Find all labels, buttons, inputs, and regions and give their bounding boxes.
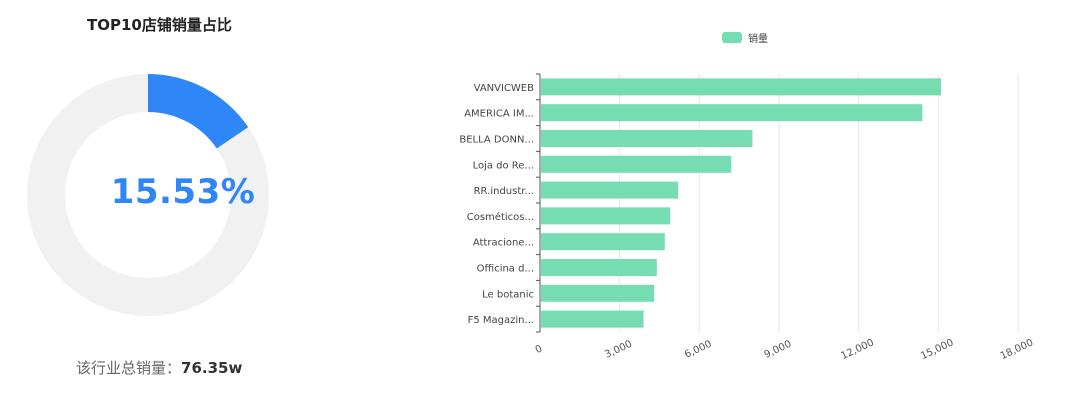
donut-title: TOP10店铺销量占比 (87, 16, 232, 34)
legend-swatch (722, 32, 742, 43)
industry-total-label: 该行业总销量： (76, 359, 182, 377)
sales-bar-chart: 0 3,000 6,000 9,000 12,000 15,000 18,000 VANVIC… (459, 73, 1035, 360)
y-tick-label: RR.industr... (474, 186, 534, 197)
x-tick-label: 9,000 (763, 339, 794, 360)
legend-label: 销量 (748, 34, 768, 45)
donut-chart (27, 74, 269, 316)
bar (541, 78, 941, 96)
y-tick-label: BELLA DONN... (459, 135, 534, 146)
y-tick-label: Attracione... (473, 238, 534, 249)
donut-panel: TOP10店铺销量占比 15.53% 该行业总销量：76.35w (0, 0, 400, 402)
industry-total-sales: 该行业总销量：76.35w (76, 357, 242, 378)
x-tick-label: 15,000 (919, 337, 955, 360)
y-tick-label: F5 Magazin... (468, 315, 534, 326)
y-tick-label: Officina d... (477, 264, 534, 275)
bar (541, 104, 923, 122)
x-tick-label: 6,000 (683, 339, 714, 360)
bar (541, 259, 657, 276)
y-tick-label: AMERICA IM... (464, 109, 534, 120)
industry-total-value: 76.35w (181, 359, 243, 377)
donut-arc (148, 74, 249, 149)
bar (541, 310, 644, 328)
x-tick-label: 3,000 (603, 339, 634, 360)
bar (541, 233, 665, 251)
x-tick-label: 12,000 (839, 337, 875, 360)
y-tick-label: Loja do Re... (473, 160, 534, 171)
y-tick-label: VANVICWEB (474, 83, 535, 94)
y-tick-label: Cosméticos... (467, 211, 534, 223)
x-tick-label: 0 (534, 343, 544, 356)
bar (541, 181, 679, 199)
bar (541, 130, 753, 147)
y-tick-label: Le botanic (482, 289, 534, 300)
donut-percent: 15.53% (110, 172, 256, 212)
bar (541, 155, 732, 173)
chart-legend[interactable]: 销量 (722, 30, 768, 45)
bar (541, 284, 655, 302)
bar (541, 207, 671, 225)
x-tick-label: 18,000 (999, 337, 1035, 360)
